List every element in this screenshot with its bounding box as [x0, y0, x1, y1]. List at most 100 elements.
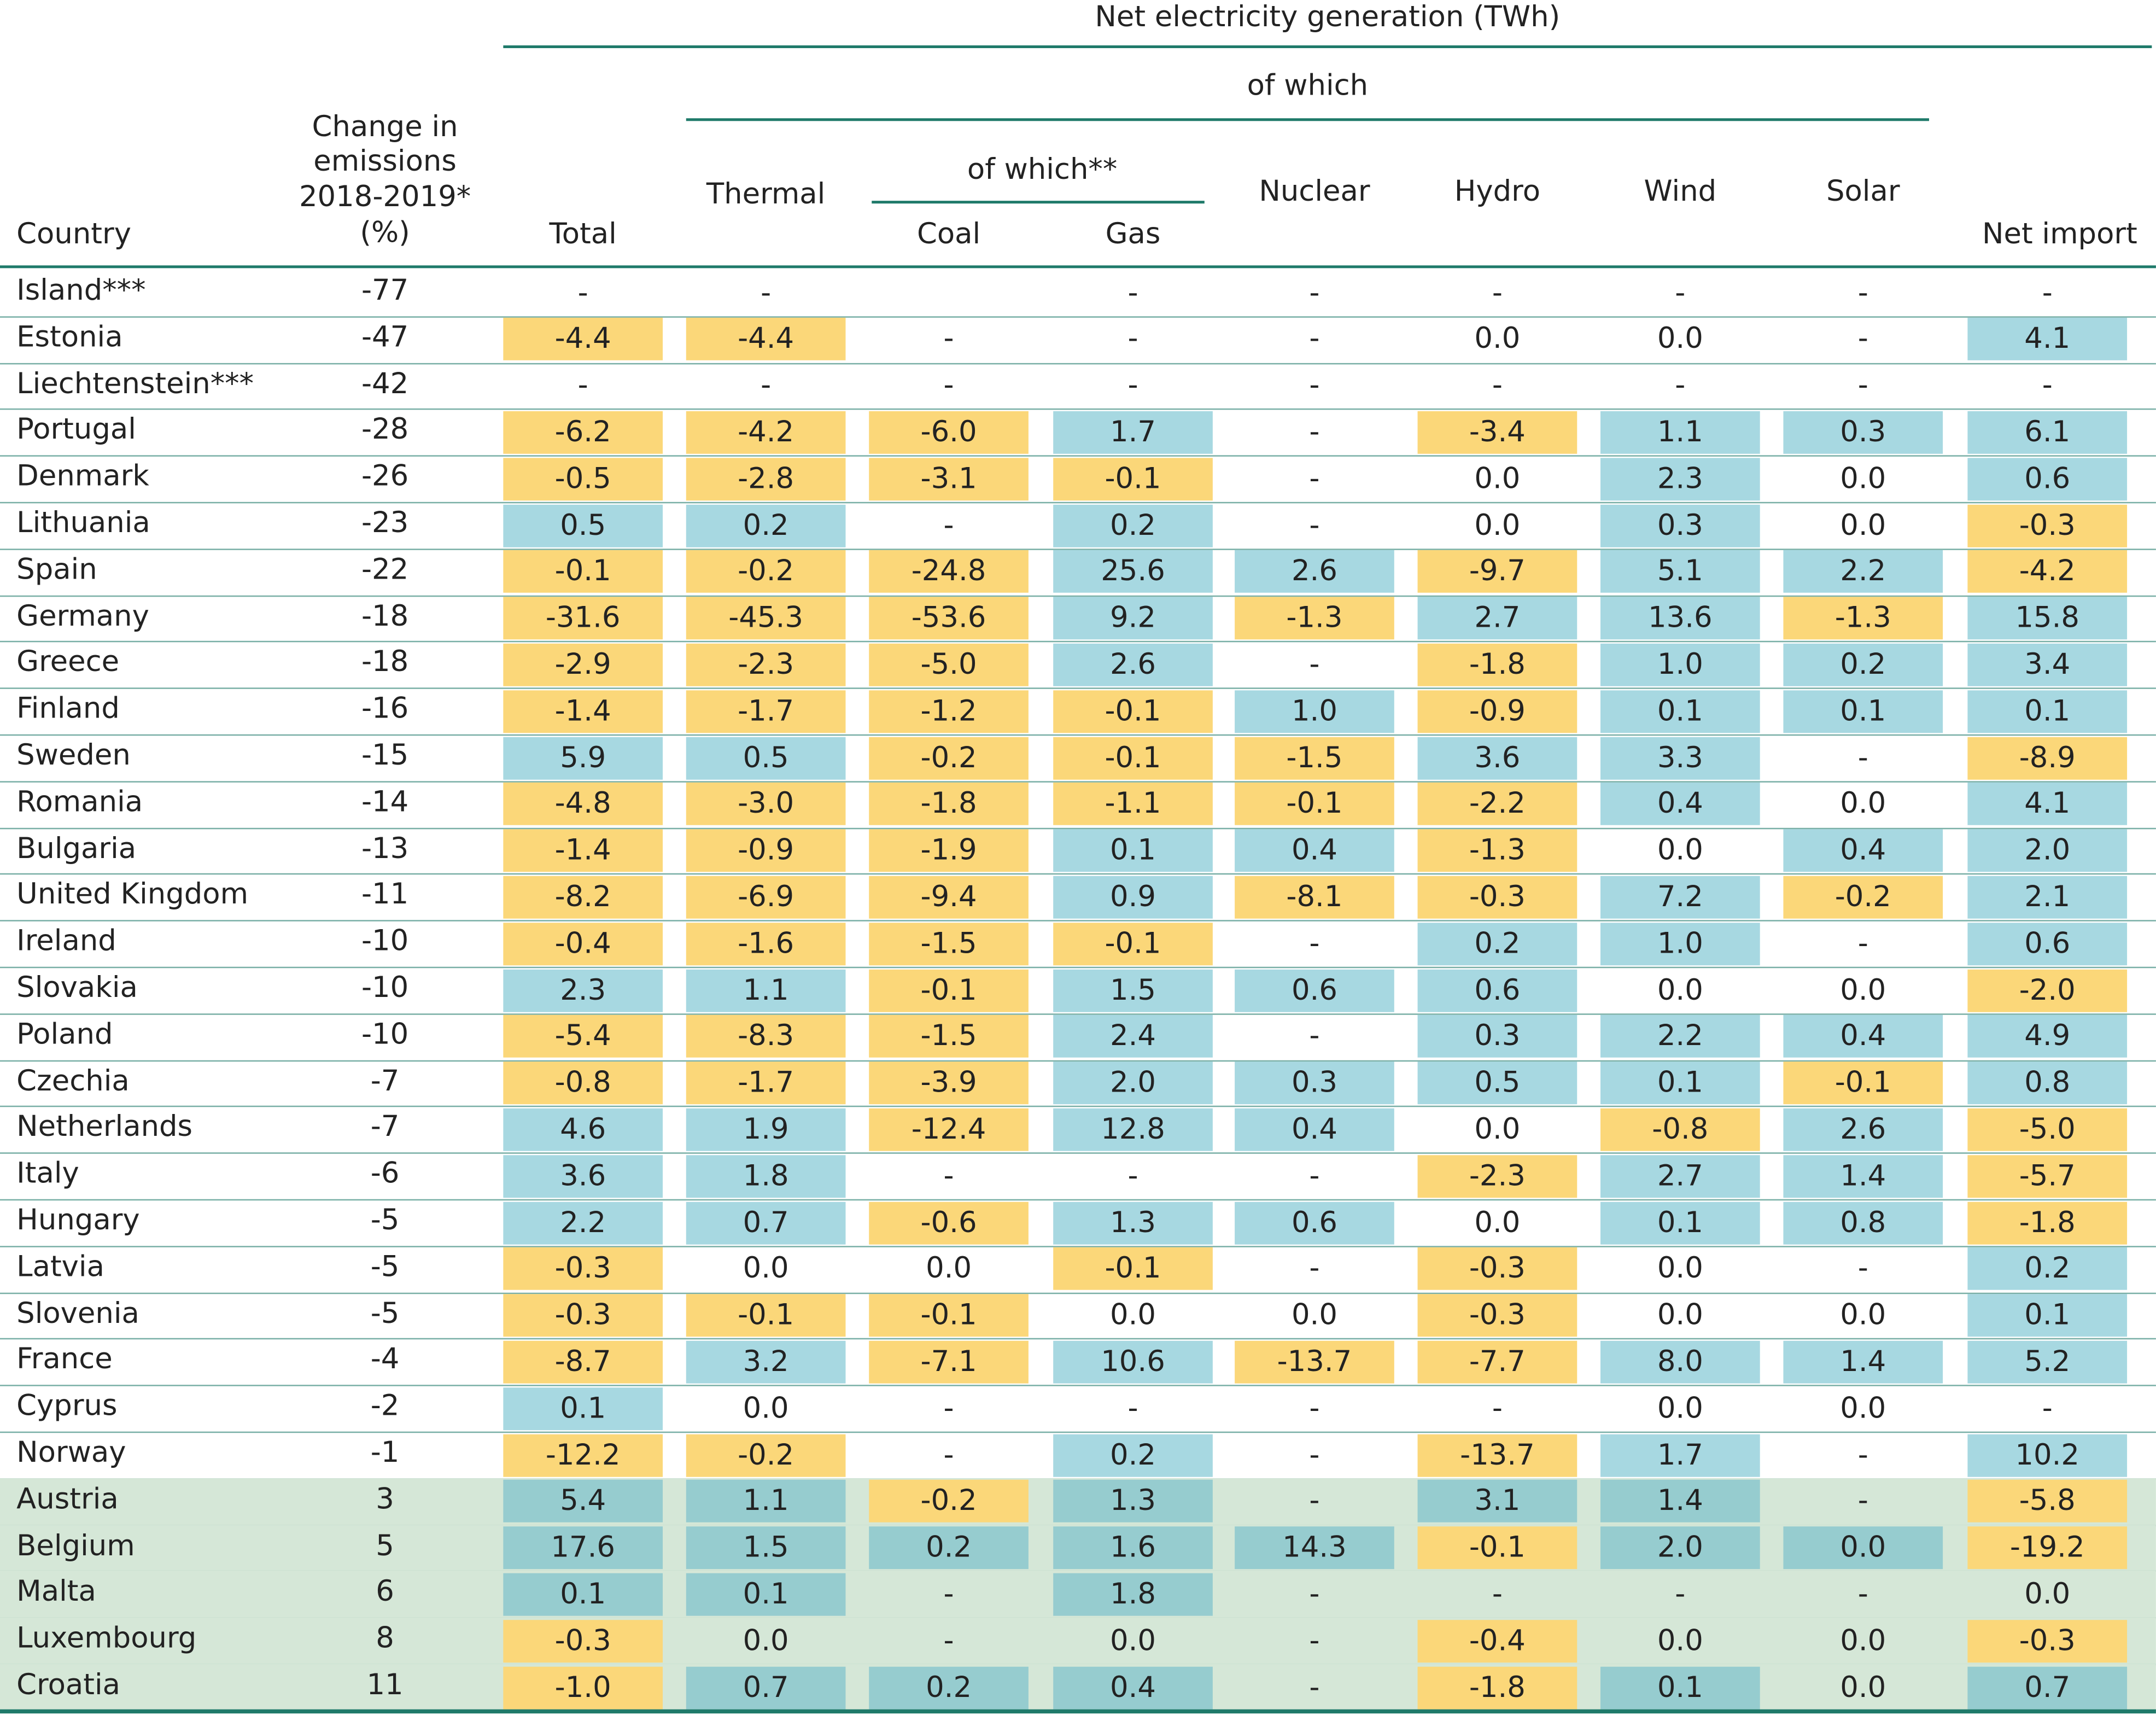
country-label: Denmark — [16, 459, 149, 493]
generation-value-cell: -0.3 — [1967, 504, 2128, 547]
country-label: Liechtenstein*** — [16, 366, 254, 400]
generation-value-cell: 2.6 — [1053, 643, 1213, 686]
generation-value-cell: - — [943, 369, 954, 402]
table-rule-bottom — [0, 1709, 2156, 1713]
generation-value-cell: 10.6 — [1053, 1340, 1213, 1384]
emissions-change-value: -10 — [361, 1017, 409, 1051]
generation-value-cell: 2.0 — [1600, 1526, 1760, 1570]
generation-value-cell: -31.6 — [503, 597, 663, 640]
row-divider — [0, 1013, 2156, 1015]
generation-value-cell: 9.2 — [1053, 597, 1213, 640]
generation-value-cell: -0.1 — [869, 1294, 1029, 1337]
generation-value-cell: 0.1 — [1783, 690, 1943, 733]
generation-value-cell: - — [1127, 1159, 1138, 1192]
row-divider — [0, 362, 2156, 364]
generation-value-cell: 2.2 — [1600, 1015, 1760, 1058]
generation-value-cell: 1.5 — [1053, 969, 1213, 1012]
generation-value-cell: -1.5 — [1235, 736, 1394, 779]
generation-value-cell: 0.0 — [1657, 322, 1703, 355]
row-divider — [0, 641, 2156, 643]
row-divider — [0, 501, 2156, 504]
row-divider — [0, 316, 2156, 318]
country-label: Finland — [16, 692, 120, 725]
generation-value-cell: 0.4 — [1783, 1015, 1943, 1058]
generation-value-cell: 0.0 — [1474, 322, 1521, 355]
generation-value-cell: -1.8 — [1417, 1666, 1577, 1709]
header-thermal: Thermal — [706, 177, 826, 211]
generation-value-cell: 0.0 — [1474, 508, 1521, 541]
emissions-change-value: -28 — [361, 413, 409, 446]
generation-value-cell: 25.6 — [1053, 550, 1213, 593]
country-label: Latvia — [16, 1250, 104, 1283]
header-hydro: Hydro — [1454, 174, 1541, 208]
generation-value-cell: -0.3 — [1417, 876, 1577, 919]
generation-value-cell: -2.8 — [686, 457, 846, 500]
generation-value-cell: 14.3 — [1235, 1526, 1394, 1570]
country-label: Belgium — [16, 1529, 135, 1562]
generation-value-cell: 0.8 — [1967, 1061, 2128, 1105]
generation-value-cell: - — [1309, 508, 1320, 541]
generation-value-cell: -8.3 — [686, 1015, 846, 1058]
generation-value-cell: -8.9 — [1967, 736, 2128, 779]
generation-value-cell: 0.0 — [1840, 462, 1886, 495]
generation-value-cell: 0.3 — [1783, 411, 1943, 454]
generation-value-cell: 2.7 — [1417, 597, 1577, 640]
country-label: Croatia — [16, 1668, 121, 1701]
row-divider — [0, 1292, 2156, 1294]
generation-value-cell: 2.1 — [1967, 876, 2128, 919]
row-divider — [0, 455, 2156, 457]
generation-value-cell: -19.2 — [1967, 1526, 2128, 1570]
generation-value-cell: - — [761, 369, 772, 402]
generation-value-cell: 0.0 — [1291, 1298, 1337, 1332]
country-label: Italy — [16, 1157, 79, 1190]
generation-value-cell: - — [1309, 276, 1320, 309]
emissions-change-value: -5 — [370, 1296, 400, 1329]
emissions-change-value: -11 — [361, 878, 409, 911]
country-label: Netherlands — [16, 1110, 193, 1144]
country-label: Poland — [16, 1017, 113, 1051]
generation-value-cell: - — [943, 508, 954, 541]
generation-value-cell: -1.8 — [1417, 643, 1577, 686]
generation-value-cell: - — [1857, 1484, 1868, 1518]
generation-value-cell: -0.3 — [503, 1294, 663, 1337]
generation-value-cell: - — [943, 1623, 954, 1657]
generation-value-cell: 2.6 — [1783, 1108, 1943, 1151]
generation-value-cell: 1.7 — [1600, 1433, 1760, 1477]
generation-value-cell: -9.4 — [869, 876, 1029, 919]
generation-value-cell: 0.1 — [1600, 1666, 1760, 1709]
generation-value-cell: - — [1675, 1577, 1686, 1611]
generation-value-cell: 0.0 — [1110, 1623, 1156, 1657]
generation-value-cell: - — [1309, 369, 1320, 402]
country-label: Hungary — [16, 1203, 140, 1236]
generation-value-cell: 0.7 — [686, 1201, 846, 1244]
increase-row-background — [0, 1617, 2156, 1664]
generation-value-cell: - — [1309, 1391, 1320, 1425]
generation-value-cell: 0.1 — [1967, 1294, 2128, 1337]
generation-value-cell: - — [1309, 1438, 1320, 1471]
generation-value-cell: 13.6 — [1600, 597, 1760, 640]
generation-value-cell: 1.4 — [1783, 1340, 1943, 1384]
row-divider — [0, 1245, 2156, 1247]
country-label: Norway — [16, 1436, 126, 1469]
generation-value-cell: - — [1127, 369, 1138, 402]
row-divider — [0, 1106, 2156, 1108]
generation-value-cell: 1.4 — [1783, 1154, 1943, 1198]
header-coal: Coal — [916, 217, 981, 250]
emissions-change-value: -16 — [361, 692, 409, 725]
row-divider — [0, 1385, 2156, 1387]
generation-value-cell: 0.2 — [869, 1526, 1029, 1570]
country-label: Lithuania — [16, 506, 150, 539]
generation-value-cell: -0.6 — [869, 1201, 1029, 1244]
generation-value-cell: 2.7 — [1600, 1154, 1760, 1198]
generation-value-cell: -0.9 — [686, 829, 846, 872]
emissions-change-value: 5 — [376, 1529, 394, 1562]
generation-value-cell: 1.0 — [1600, 922, 1760, 965]
generation-value-cell: 1.4 — [1600, 1480, 1760, 1523]
generation-value-cell: -6.2 — [503, 411, 663, 454]
generation-value-cell: 0.6 — [1235, 969, 1394, 1012]
country-label: Ireland — [16, 924, 116, 958]
generation-value-cell: -53.6 — [869, 597, 1029, 640]
country-label: Cyprus — [16, 1389, 118, 1422]
generation-value-cell: -0.9 — [1417, 690, 1577, 733]
row-divider — [0, 1199, 2156, 1201]
